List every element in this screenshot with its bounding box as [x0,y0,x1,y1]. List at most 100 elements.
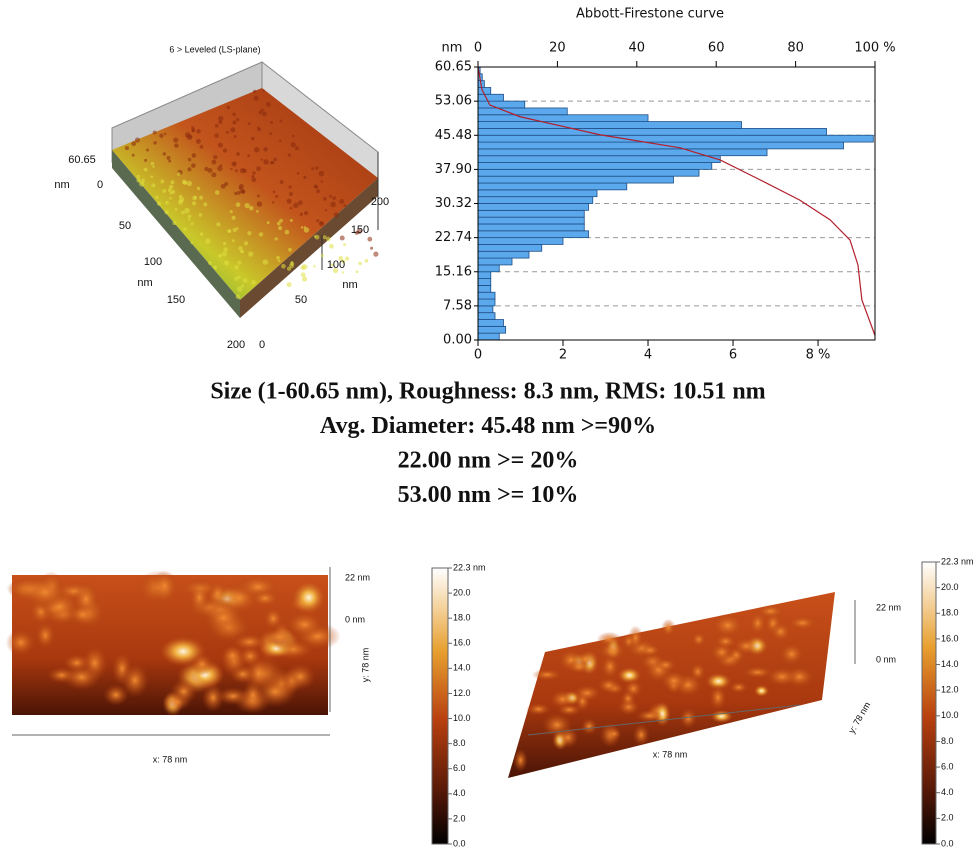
texture-dot [174,208,178,211]
y-axis-label: nm [442,41,463,56]
texture-dot [290,142,296,148]
texture-dot [316,189,321,194]
texture-bump [714,633,737,649]
texture-dot [226,105,231,110]
texture-dot [199,195,204,200]
texture-dot [303,227,310,233]
texture-dot [345,256,350,261]
colorbar [921,561,937,845]
axis-label: 50 [119,220,131,232]
bar [477,134,874,143]
texture-bump [654,658,677,672]
axis-label: 200 [371,196,389,208]
bar [477,278,492,286]
colorbar-label: 20.0 [453,587,471,597]
texture-dot [314,234,320,240]
texture-dot [134,137,141,143]
texture-dot [131,153,135,157]
texture-dot [234,264,239,270]
colorbar-label: 8.0 [941,736,954,746]
texture-dot [143,167,148,172]
texture-bump [121,663,149,698]
texture-dot [240,284,245,288]
x2-tick-label: 0 [474,41,482,56]
texture-bump [284,663,316,690]
texture-bump [606,727,622,741]
bar [477,114,649,122]
texture-bump [709,684,727,711]
surface-side [112,150,240,318]
texture-dot [329,243,334,249]
colorbar-label: 22.3 nm [453,562,486,572]
texture-dot [311,167,315,171]
texture-dot [222,241,227,246]
surface-side [240,178,378,318]
texture-dot [253,147,260,153]
texture-dot [146,148,150,152]
texture-dot [205,238,211,245]
colorbar-label: 20.0 [941,582,959,592]
texture-dot [218,115,224,121]
texture-dot [323,197,327,201]
texture-dot [187,214,192,219]
colorbar-label: 6.0 [941,761,954,771]
texture-dot [316,219,320,223]
colorbar-label: 4.0 [453,788,466,798]
texture-dot [266,221,270,225]
texture-dot [290,261,294,264]
z-label: 0 nm [345,614,365,624]
texture-bump [284,610,325,639]
x-tick-label: 4 [644,348,652,363]
texture-dot [235,202,241,207]
texture-dot [190,241,194,245]
texture-dot [204,166,209,172]
texture-dot [339,198,345,205]
texture-bump [152,569,178,603]
texture-dot [156,201,162,206]
colorbar-label: 10.0 [453,713,471,723]
x-axis-label: x: 78 nm [153,754,188,764]
texture-bump [35,621,56,650]
texture-bump [250,589,280,607]
texture-dot [165,200,169,205]
texture-dot [183,227,187,231]
texture-dot [314,185,319,189]
texture-bump [190,652,214,676]
bar [477,141,844,150]
texture-dot [263,159,269,165]
texture-dot [303,211,309,216]
bar [477,121,742,129]
texture-bump [232,633,267,651]
texture-dot [169,196,172,200]
texture-dot [155,195,159,200]
texture-bump [779,642,804,666]
x2-tick-label: 80 [787,41,804,56]
bar [477,128,827,136]
texture-bump [567,659,591,674]
texture-dot [260,158,263,161]
texture-bump [580,717,598,735]
texture-bump [103,684,129,706]
texture-dot [251,280,256,285]
texture-dot [247,154,251,158]
bar [477,209,585,218]
bar [477,148,768,157]
texture-dot [244,202,250,209]
texture-dot [235,117,240,122]
texture-dot [220,183,226,189]
texture-dot [286,198,292,204]
texture-bump [753,684,770,698]
texture-dot [213,154,218,160]
y-tick-label: 60.65 [435,60,472,75]
texture-dot [230,167,233,171]
texture-dot [313,265,316,268]
texture-dot [199,144,204,149]
texture-dot [181,210,185,215]
texture-dot [218,120,223,125]
axis-label: 0 [259,339,265,351]
colorbar-label: 4.0 [941,787,954,797]
colorbar-label: 2.0 [941,813,954,823]
texture-dot [234,276,239,282]
texture-dot [163,132,167,136]
texture-bump [691,631,707,647]
